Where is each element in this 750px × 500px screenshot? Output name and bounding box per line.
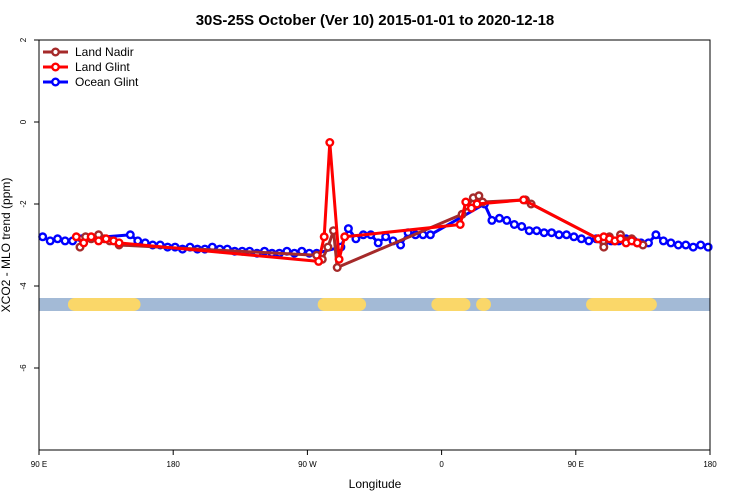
data-point: [524, 226, 534, 236]
data-point: [681, 240, 691, 250]
data-point: [461, 197, 471, 207]
data-point: [332, 263, 342, 273]
data-point: [696, 240, 706, 250]
data-point: [599, 242, 609, 252]
data-point: [86, 232, 96, 242]
y-tick-label: -4: [19, 282, 28, 290]
series-ocean-glint: [38, 199, 713, 258]
data-point: [569, 232, 579, 242]
series-land-glint: [71, 137, 642, 266]
data-point: [325, 137, 335, 147]
y-tick-label: 0: [19, 119, 28, 124]
x-tick-label: 180: [167, 460, 181, 469]
y-tick-label: -6: [19, 364, 28, 372]
x-tick-label: 180: [703, 460, 717, 469]
data-point: [101, 234, 111, 244]
data-point: [472, 199, 482, 209]
data-point: [509, 219, 519, 229]
data-point: [616, 234, 626, 244]
series-layer: [38, 137, 713, 273]
x-tick-label: 0: [439, 460, 444, 469]
data-point: [651, 230, 661, 240]
data-point: [584, 236, 594, 246]
data-point: [502, 215, 512, 225]
data-point: [381, 232, 391, 242]
data-point: [323, 242, 333, 252]
chart-title: 30S-25S October (Ver 10) 2015-01-01 to 2…: [196, 12, 555, 29]
data-point: [547, 228, 557, 238]
data-point: [539, 228, 549, 238]
legend-item-land-nadir: Land Nadir: [43, 45, 134, 59]
data-point: [94, 236, 104, 246]
y-tick-label: 2: [19, 37, 28, 42]
legend-marker: [51, 47, 61, 57]
data-point: [632, 238, 642, 248]
y-axis-label: XCO2 - MLO trend (ppm): [0, 178, 13, 313]
data-point: [334, 254, 344, 264]
data-point: [125, 230, 135, 240]
data-point: [373, 238, 383, 248]
data-point: [455, 219, 465, 229]
data-point: [576, 234, 586, 244]
data-point: [474, 191, 484, 201]
data-point: [658, 236, 668, 246]
x-tick-label: 90 E: [568, 460, 584, 469]
legend-label: Land Nadir: [75, 45, 134, 59]
data-point: [60, 236, 70, 246]
data-point: [487, 215, 497, 225]
data-point: [688, 242, 698, 252]
data-point: [53, 234, 63, 244]
data-point: [425, 230, 435, 240]
x-axis: 90 E 180 90 W 0 90 E 180: [31, 450, 717, 469]
data-point: [340, 232, 350, 242]
data-point: [38, 232, 48, 242]
plot-frame: [38, 39, 711, 451]
data-point: [517, 221, 527, 231]
y-tick-label: -2: [19, 200, 28, 208]
legend-marker: [51, 77, 61, 87]
legend-label: Land Glint: [75, 60, 130, 74]
legend-item-ocean-glint: Ocean Glint: [43, 75, 139, 89]
data-point: [79, 238, 89, 248]
data-point: [114, 238, 124, 248]
data-point: [466, 203, 476, 213]
data-point: [314, 256, 324, 266]
data-point: [532, 226, 542, 236]
legend-item-land-glint: Land Glint: [43, 60, 130, 74]
data-point: [71, 232, 81, 242]
y-axis: 2 0 -2 -4 -6: [19, 37, 39, 372]
x-axis-label: Longitude: [349, 477, 402, 491]
x-tick-label: 90 W: [298, 460, 317, 469]
x-tick-label: 90 E: [31, 460, 47, 469]
data-point: [554, 230, 564, 240]
data-point: [343, 224, 353, 234]
data-point: [519, 195, 529, 205]
data-point: [319, 232, 329, 242]
data-point: [666, 238, 676, 248]
data-point: [673, 240, 683, 250]
data-point: [494, 213, 504, 223]
legend-label: Ocean Glint: [75, 75, 139, 89]
data-point: [45, 236, 55, 246]
data-point: [562, 230, 572, 240]
legend-marker: [51, 62, 61, 72]
